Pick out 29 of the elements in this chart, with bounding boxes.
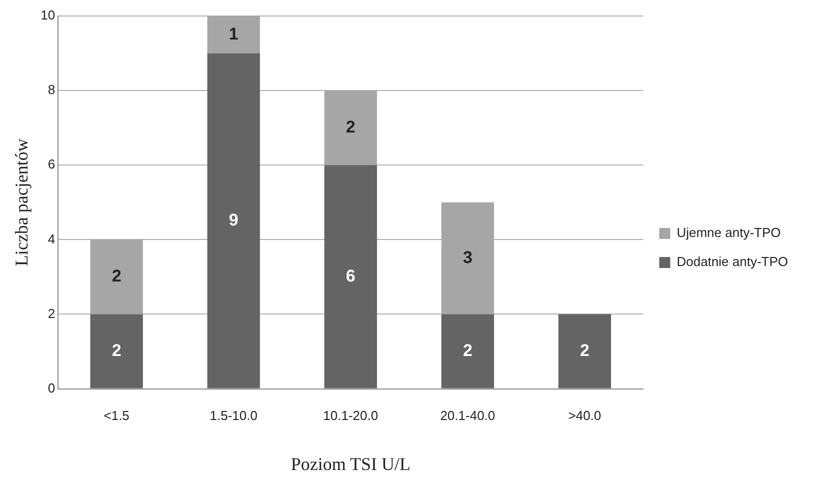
y-tick-label: 4	[48, 231, 56, 246]
data-label: 9	[228, 210, 238, 230]
x-tick-label: <1.5	[104, 408, 130, 424]
data-label: 2	[346, 118, 356, 137]
y-tick-label: 8	[48, 82, 56, 98]
data-label: 2	[580, 340, 590, 360]
bar	[558, 314, 612, 388]
data-label: 2	[112, 340, 122, 360]
bar	[441, 314, 494, 388]
bar	[324, 165, 377, 388]
x-tick-label: 10.1-20.0	[323, 408, 378, 424]
legend-label: Dodatnie anty-TPO	[676, 254, 788, 270]
data-label: 6	[346, 266, 356, 286]
bar	[207, 53, 260, 388]
y-tick-label: 6	[48, 156, 56, 172]
data-label: 2	[112, 266, 122, 286]
data-label: 3	[462, 248, 472, 268]
x-tick-label: 20.1-40.0	[440, 408, 496, 424]
legend-label: Ujemne anty-TPO	[676, 225, 781, 240]
data-label: 2	[462, 340, 472, 360]
bar	[90, 314, 143, 388]
y-axis-title: Liczba pacjentów	[12, 138, 32, 266]
x-tick-label: 1.5-10.0	[210, 408, 258, 424]
y-tick-label: 0	[48, 380, 56, 396]
y-tick-label: 2	[48, 306, 56, 321]
x-axis-title: Poziom TSI U/L	[290, 454, 410, 474]
x-tick-label: >40.0	[568, 408, 602, 424]
data-label: 1	[228, 24, 238, 44]
y-tick-label: 10	[40, 8, 56, 23]
